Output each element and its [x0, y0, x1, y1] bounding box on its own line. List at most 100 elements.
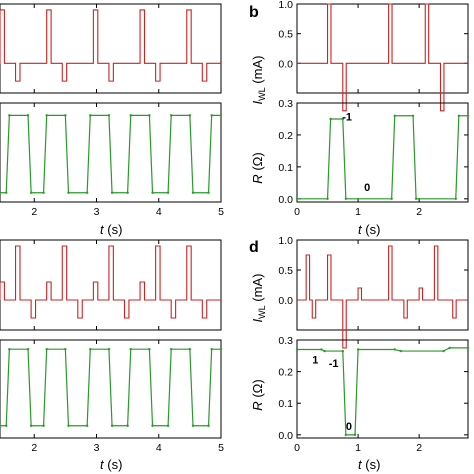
- current-axes-frame: [296, 239, 469, 331]
- resistance-point: [329, 117, 332, 121]
- y-tick-label: 0.0: [278, 295, 293, 307]
- state-annotation: -1: [329, 358, 339, 370]
- y-tick-label: 0.1: [278, 398, 293, 410]
- xlabel-t: t: [100, 222, 105, 237]
- ylabel-r-symbol: R: [250, 401, 265, 410]
- resistance-point: [210, 347, 213, 351]
- x-tick-label: 5: [218, 206, 224, 218]
- resistance-point: [169, 347, 173, 351]
- x-tick-label: 2: [416, 442, 422, 454]
- xlabel-unit: (s): [362, 222, 381, 237]
- y-tick-label: 0.5: [278, 29, 293, 41]
- resistance-point: [295, 348, 299, 351]
- resistance-point: [466, 346, 470, 350]
- state-annotation: 0: [346, 421, 352, 433]
- resistance-point: [393, 114, 396, 117]
- resistance-point: [67, 191, 70, 194]
- x-tick-label: 2: [31, 442, 37, 454]
- y-tick-label: 0.3: [278, 335, 293, 347]
- resistance-point: [188, 347, 192, 351]
- resistance-series: [0, 348, 221, 427]
- resistance-point: [454, 197, 457, 201]
- resistance-point: [42, 191, 45, 194]
- xlabel-c: t (s): [100, 457, 122, 472]
- ylabel-i-subscript: WL: [257, 305, 267, 319]
- y-tick-label: 0.2: [278, 130, 293, 142]
- ylabel-i-symbol: I: [250, 318, 265, 322]
- ylabel-i-subscript: WL: [257, 87, 267, 101]
- resistance-point: [129, 114, 132, 117]
- state-annotation: 0: [364, 182, 370, 194]
- resistance-point: [219, 114, 223, 117]
- y-tick-label: 0.0: [278, 194, 293, 206]
- resistance-point: [207, 191, 210, 194]
- resistance-point: [466, 114, 470, 117]
- resistance-point: [411, 114, 415, 117]
- resistance-point: [448, 346, 451, 350]
- resistance-series: [297, 115, 468, 200]
- resistance-point: [0, 424, 2, 427]
- resistance-point: [344, 197, 348, 201]
- current-series: [297, 3, 468, 112]
- y-tick-label: 0.1: [278, 162, 293, 174]
- resistance-point: [148, 347, 151, 351]
- resistance-point: [326, 197, 329, 201]
- resistance-point: [0, 191, 2, 194]
- resistance-point: [110, 191, 114, 194]
- xlabel-unit: (s): [104, 222, 123, 237]
- y-tick-label: 0.2: [278, 367, 293, 379]
- resistance-point: [85, 424, 89, 427]
- xlabel-t: t: [358, 222, 363, 237]
- resistance-point: [45, 114, 48, 117]
- state-annotation: -1: [342, 112, 352, 124]
- resistance-series: [297, 347, 468, 436]
- resistance-axes-frame: [0, 102, 222, 203]
- resistance-point: [295, 197, 299, 201]
- resistance-point: [219, 347, 223, 351]
- resistance-point: [29, 424, 33, 427]
- y-tick-label: 1.0: [278, 0, 293, 11]
- resistance-point: [67, 424, 70, 427]
- resistance-point: [323, 349, 326, 353]
- panel-letter-d: d: [249, 239, 259, 256]
- xlabel-unit: (s): [104, 457, 123, 472]
- resistance-point: [148, 114, 151, 117]
- resistance-axes-frame: [0, 339, 222, 439]
- resistance-point: [457, 114, 461, 117]
- xlabel-d: t (s): [358, 457, 380, 472]
- resistance-point: [344, 433, 348, 437]
- current-series: [0, 245, 221, 319]
- panel-c: 2 3 4 5: [0, 239, 224, 454]
- panel-b: 0.00.51.00 1 20.00.10.20.3-10: [278, 0, 470, 218]
- resistance-point: [126, 424, 129, 427]
- panel-d: 0.00.51.00 1 20.00.10.20.31 -10: [278, 235, 470, 454]
- resistance-point: [353, 433, 357, 437]
- x-tick-label: 0: [294, 442, 300, 454]
- resistance-point: [399, 349, 403, 353]
- ylabel-current-b: IWL (mA): [250, 56, 267, 105]
- resistance-point: [166, 424, 170, 427]
- resistance-point: [320, 348, 323, 351]
- resistance-point: [45, 347, 48, 351]
- resistance-axes-frame: [296, 339, 469, 439]
- xlabel-unit: (s): [362, 457, 381, 472]
- resistance-point: [64, 114, 67, 117]
- xlabel-b: t (s): [358, 222, 380, 237]
- ylabel-i-unit: (mA): [250, 274, 265, 306]
- resistance-point: [129, 347, 132, 351]
- resistance-point: [89, 114, 92, 117]
- ylabel-i-unit: (mA): [250, 56, 265, 88]
- resistance-point: [188, 114, 192, 117]
- resistance-series: [0, 114, 221, 194]
- resistance-point: [414, 197, 418, 201]
- resistance-point: [8, 347, 11, 351]
- current-axes-frame: [296, 3, 469, 94]
- resistance-point: [42, 424, 45, 427]
- ylabel-current-d: IWL (mA): [250, 274, 267, 323]
- resistance-point: [442, 349, 445, 353]
- resistance-point: [356, 348, 360, 351]
- ylabel-i-symbol: I: [250, 100, 265, 104]
- resistance-point: [341, 117, 345, 121]
- resistance-point: [64, 347, 67, 351]
- resistance-point: [89, 347, 92, 351]
